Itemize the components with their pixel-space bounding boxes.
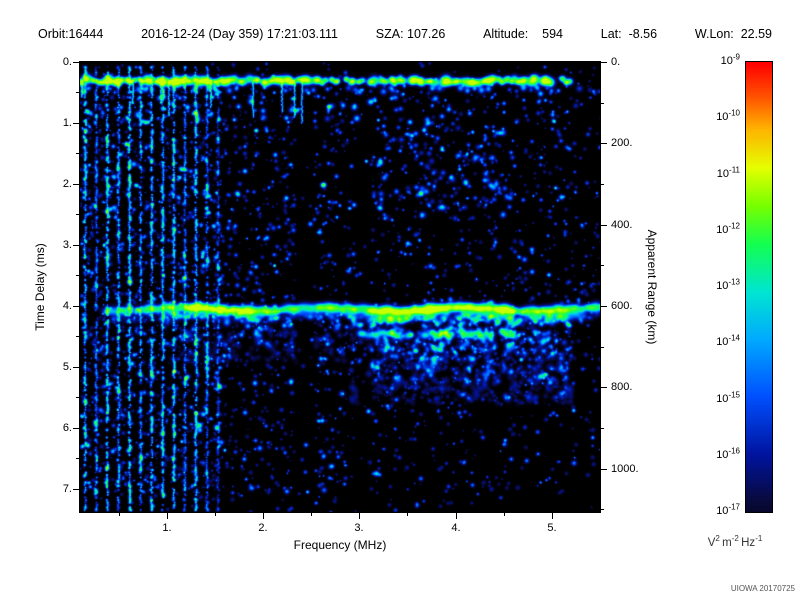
colorbar-tick-label: 10-16: [716, 446, 740, 461]
x-tick: [456, 512, 457, 519]
y2-tick-label: 0.: [611, 56, 621, 68]
header-wlon: W.Lon: 22.59: [694, 27, 772, 41]
x-tick: [263, 512, 264, 519]
header-orbit: Orbit:16444: [38, 27, 104, 41]
colorbar-tick-label: 10-17: [716, 502, 740, 517]
header-altitude: Altitude: 594: [483, 27, 563, 41]
y-tick-label: 6.: [62, 422, 72, 434]
x-tick-label: 4.: [451, 522, 461, 534]
y2-tick: [600, 143, 607, 144]
x-tick: [552, 512, 553, 519]
y-tick-label: 2.: [62, 178, 72, 190]
x-tick: [167, 512, 168, 519]
colorbar-tick-label: 10-14: [716, 333, 740, 348]
y2-tick-label: 200.: [611, 137, 633, 149]
header-datetime: 2016-12-24 (Day 359) 17:21:03.111: [141, 27, 339, 41]
colorbar: [745, 61, 773, 513]
header-lat: Lat: -8.56: [600, 27, 658, 41]
colorbar-tick-label: 10-13: [716, 277, 740, 292]
y2-tick: [600, 469, 607, 470]
colorbar-tick-label: 10-10: [716, 108, 740, 123]
y2-tick: [600, 387, 607, 388]
y-tick-label: 3.: [62, 239, 72, 251]
colorbar-tick-label: 10-9: [720, 52, 740, 67]
y2-axis-title: Apparent Range (km): [645, 229, 659, 345]
header: Orbit:16444 2016-12-24 (Day 359) 17:21:0…: [38, 27, 772, 41]
x-tick-label: 1.: [162, 522, 172, 534]
y-tick-label: 0.: [62, 56, 72, 68]
y2-tick: [600, 225, 607, 226]
y2-tick-label: 1000.: [611, 463, 639, 475]
x-tick-label: 5.: [547, 522, 557, 534]
x-tick-label: 2.: [258, 522, 268, 534]
y-tick-label: 1.: [62, 117, 72, 129]
y-tick-label: 4.: [62, 300, 72, 312]
colorbar-unit-label: V2 m-2 Hz-1: [707, 534, 763, 549]
header-sza: SZA: 107.26: [375, 27, 446, 41]
y2-tick-label: 800.: [611, 381, 633, 393]
watermark: UIOWA 20170725: [730, 584, 795, 593]
colorbar-tick-label: 10-11: [716, 165, 740, 180]
colorbar-gradient-canvas: [746, 62, 772, 512]
y2-tick: [600, 306, 607, 307]
x-axis-title: Frequency (MHz): [293, 538, 387, 552]
y-axis-title: Time Delay (ms): [33, 243, 47, 331]
spectrogram-canvas: [80, 62, 600, 512]
colorbar-tick-label: 10-12: [716, 221, 740, 236]
y-tick-label: 7.: [62, 483, 72, 495]
y-tick-label: 5.: [62, 361, 72, 373]
colorbar-tick-label: 10-15: [716, 390, 740, 405]
x-tick-label: 3.: [354, 522, 364, 534]
plot-frame: [79, 61, 601, 513]
y2-tick: [600, 62, 607, 63]
x-tick: [359, 512, 360, 519]
